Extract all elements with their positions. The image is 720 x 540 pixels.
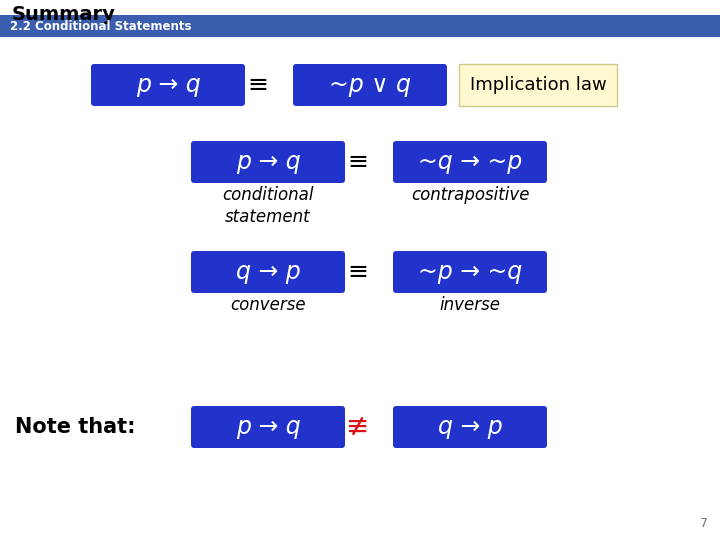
Text: ≢: ≢ (346, 413, 369, 441)
Text: ≡: ≡ (348, 260, 369, 284)
Text: converse: converse (230, 296, 306, 314)
Text: contrapositive: contrapositive (410, 186, 529, 204)
Text: Summary: Summary (12, 5, 116, 24)
FancyBboxPatch shape (393, 251, 547, 293)
Text: Implication law: Implication law (469, 76, 606, 94)
Text: ~p → ~q: ~p → ~q (418, 260, 522, 284)
FancyBboxPatch shape (191, 406, 345, 448)
Text: q → p: q → p (235, 260, 300, 284)
FancyBboxPatch shape (459, 64, 617, 106)
FancyBboxPatch shape (293, 64, 447, 106)
FancyBboxPatch shape (191, 141, 345, 183)
Text: ~p ∨ q: ~p ∨ q (329, 73, 411, 97)
Text: ~q → ~p: ~q → ~p (418, 150, 522, 174)
Text: conditional
statement: conditional statement (222, 186, 314, 226)
Text: inverse: inverse (439, 296, 500, 314)
Text: ≡: ≡ (248, 73, 269, 97)
Text: ≡: ≡ (348, 150, 369, 174)
Text: 2.2 Conditional Statements: 2.2 Conditional Statements (10, 19, 192, 32)
FancyBboxPatch shape (393, 406, 547, 448)
FancyBboxPatch shape (393, 141, 547, 183)
Text: p → q: p → q (235, 150, 300, 174)
Text: 7: 7 (700, 517, 708, 530)
Text: q → p: q → p (438, 415, 503, 439)
FancyBboxPatch shape (191, 251, 345, 293)
Text: Note that:: Note that: (15, 417, 135, 437)
Text: p → q: p → q (235, 415, 300, 439)
FancyBboxPatch shape (0, 15, 720, 37)
FancyBboxPatch shape (91, 64, 245, 106)
Text: p → q: p → q (135, 73, 200, 97)
